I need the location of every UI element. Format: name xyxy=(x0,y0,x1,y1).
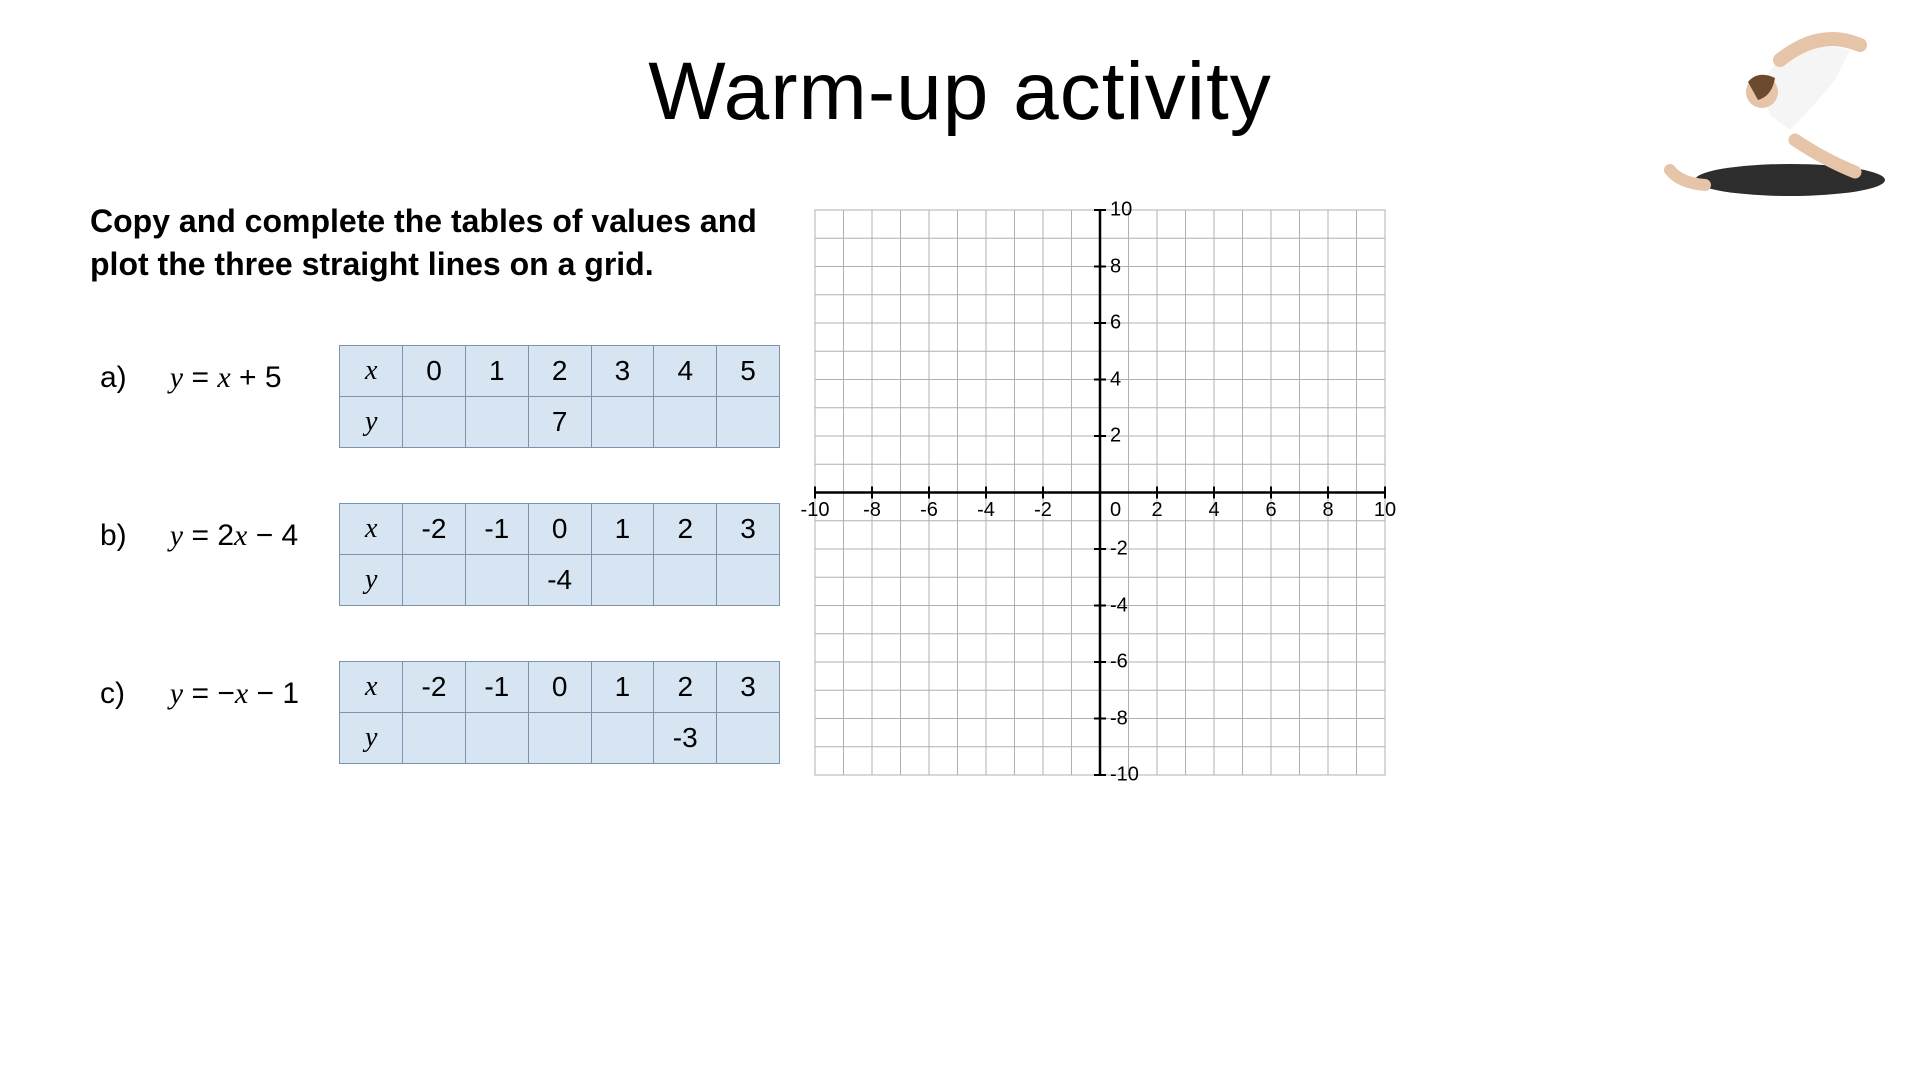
values-table: x-2-10123 y -4 xyxy=(339,503,780,606)
problem-row: c)y = −x − 1x-2-10123 y -3 xyxy=(100,661,780,764)
y-cell xyxy=(717,555,780,606)
x-cell: 2 xyxy=(654,662,717,713)
y-cell xyxy=(403,397,466,448)
y-cell: -4 xyxy=(528,555,591,606)
axis-label: 4 xyxy=(1208,499,1219,522)
axis-label: -4 xyxy=(1110,594,1128,617)
x-cell: -2 xyxy=(403,662,466,713)
x-cell: 0 xyxy=(528,504,591,555)
axis-label: 0 xyxy=(1110,499,1121,522)
axis-label: 2 xyxy=(1110,425,1121,448)
y-cell xyxy=(654,397,717,448)
coordinate-grid: -10 -8 -6 -4 -2 0 2 4 6 8 10 10 8 6 4 2 -2 -4 -6 -8 -10 xyxy=(800,195,1400,790)
y-cell xyxy=(717,397,780,448)
x-header: x xyxy=(340,346,403,397)
axis-label: -6 xyxy=(920,499,938,522)
problem-equation: y = −x − 1 xyxy=(170,661,340,711)
x-header: x xyxy=(340,504,403,555)
x-cell: -1 xyxy=(465,662,528,713)
axis-label: 10 xyxy=(1374,499,1396,522)
axis-label: 10 xyxy=(1110,199,1132,222)
x-cell: 2 xyxy=(654,504,717,555)
axis-label: 6 xyxy=(1110,312,1121,335)
y-cell xyxy=(403,713,466,764)
axis-label: 6 xyxy=(1265,499,1276,522)
y-cell: -3 xyxy=(654,713,717,764)
axis-label: -6 xyxy=(1110,651,1128,674)
x-header: x xyxy=(340,662,403,713)
axis-label: 4 xyxy=(1110,368,1121,391)
y-cell xyxy=(654,555,717,606)
axis-label: 8 xyxy=(1110,255,1121,278)
y-cell xyxy=(591,555,654,606)
y-cell xyxy=(403,555,466,606)
problem-row: b)y = 2x − 4x-2-10123 y -4 xyxy=(100,503,780,606)
x-cell: -2 xyxy=(403,504,466,555)
problem-label: a) xyxy=(100,345,170,395)
problem-equation: y = 2x − 4 xyxy=(170,503,340,553)
x-cell: 4 xyxy=(654,346,717,397)
x-cell: 2 xyxy=(528,346,591,397)
x-cell: 0 xyxy=(403,346,466,397)
axis-label: -2 xyxy=(1034,499,1052,522)
y-cell xyxy=(465,397,528,448)
x-cell: 5 xyxy=(717,346,780,397)
y-cell xyxy=(717,713,780,764)
axis-label: 8 xyxy=(1322,499,1333,522)
x-cell: -1 xyxy=(465,504,528,555)
problem-label: c) xyxy=(100,661,170,711)
values-table: x012345 y 7 xyxy=(339,345,780,448)
x-cell: 3 xyxy=(591,346,654,397)
y-header: y xyxy=(340,555,403,606)
y-cell xyxy=(465,713,528,764)
y-cell: 7 xyxy=(528,397,591,448)
values-table: x-2-10123 y -3 xyxy=(339,661,780,764)
y-cell xyxy=(591,713,654,764)
axis-label: -10 xyxy=(801,499,830,522)
y-cell xyxy=(528,713,591,764)
x-cell: 1 xyxy=(591,662,654,713)
axis-label: -8 xyxy=(1110,707,1128,730)
y-cell xyxy=(591,397,654,448)
problem-equation: y = x + 5 xyxy=(170,345,340,395)
problem-row: a)y = x + 5x012345 y 7 xyxy=(100,345,780,448)
x-cell: 3 xyxy=(717,504,780,555)
axis-label: -8 xyxy=(863,499,881,522)
x-cell: 0 xyxy=(528,662,591,713)
y-header: y xyxy=(340,397,403,448)
y-header: y xyxy=(340,713,403,764)
x-cell: 1 xyxy=(591,504,654,555)
x-cell: 1 xyxy=(465,346,528,397)
y-cell xyxy=(465,555,528,606)
axis-label: -10 xyxy=(1110,764,1139,787)
problems-list: a)y = x + 5x012345y7b)y = 2x − 4x-2-1012… xyxy=(100,345,780,819)
instruction-text: Copy and complete the tables of values a… xyxy=(90,200,790,286)
axis-label: 2 xyxy=(1151,499,1162,522)
problem-label: b) xyxy=(100,503,170,553)
x-cell: 3 xyxy=(717,662,780,713)
axis-label: -4 xyxy=(977,499,995,522)
axis-label: -2 xyxy=(1110,538,1128,561)
person-stretching-image xyxy=(1620,20,1900,200)
